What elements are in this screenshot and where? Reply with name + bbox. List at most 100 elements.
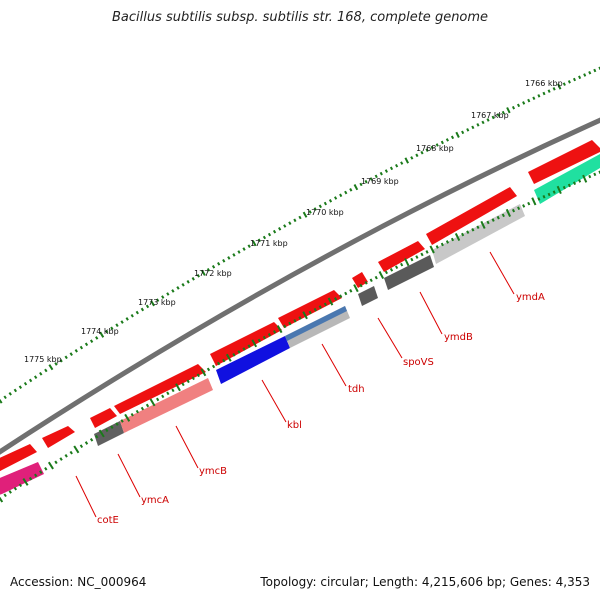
outer-ruler-ticks <box>0 66 600 404</box>
ruler-tick <box>140 406 145 411</box>
gene-label-tdh[interactable]: tdh <box>348 384 365 395</box>
gene-feature-cotE[interactable] <box>0 462 44 496</box>
ruler-tick <box>125 317 129 321</box>
forward-cds[interactable] <box>378 241 425 272</box>
ruler-tick <box>349 188 353 192</box>
gene-feature-ymdB[interactable] <box>384 255 434 290</box>
ruler-tick <box>39 371 43 376</box>
ruler-tick <box>98 429 105 438</box>
gene-label-ymdA[interactable]: ymdA <box>516 292 545 303</box>
gene-feature-spoVS[interactable] <box>358 286 378 306</box>
ruler-tick <box>156 397 160 402</box>
ruler-tick <box>64 454 68 458</box>
forward-cds[interactable] <box>278 290 342 328</box>
ruler-tick <box>247 244 251 248</box>
ruler-tick <box>222 358 226 363</box>
gene-label-spoVS[interactable]: spoVS <box>403 357 434 368</box>
ruler-tick <box>481 120 485 125</box>
ruler-tick <box>186 379 190 384</box>
ruler-tick <box>69 352 73 356</box>
ruler-tick <box>273 330 277 334</box>
ruler-tick <box>527 98 531 103</box>
ruler-tick <box>44 368 48 373</box>
ruler-tick <box>578 179 582 183</box>
forward-cds[interactable] <box>528 140 600 184</box>
ruler-tick <box>145 403 150 408</box>
ruler-tick <box>313 207 317 211</box>
gene-feature-steel[interactable] <box>285 306 347 341</box>
ruler-tick <box>22 478 29 486</box>
ruler-tick <box>308 310 312 315</box>
ruler-tick <box>161 295 165 299</box>
ruler-tick <box>531 197 537 206</box>
ruler-tick <box>171 388 175 393</box>
ruler-tick <box>298 215 302 220</box>
ruler-tick <box>435 245 439 249</box>
ruler-label: 1772 kbp <box>194 269 232 278</box>
ruler-tick <box>582 174 588 183</box>
page-title: Bacillus subtilis subsp. subtilis str. 1… <box>111 10 489 25</box>
forward-cds[interactable] <box>426 187 517 245</box>
ruler-label: 1774 kbp <box>81 327 119 336</box>
gene-label-kbl[interactable]: kbl <box>287 420 302 431</box>
ruler-tick <box>115 323 119 328</box>
ruler-tick <box>176 286 180 290</box>
ruler-tick <box>313 307 317 312</box>
ruler-label: 1767 kbp <box>471 111 509 120</box>
label-line-ymcB <box>175 425 199 469</box>
ruler-tick <box>415 153 419 158</box>
ruler-tick <box>23 381 28 386</box>
ruler-tick <box>471 125 475 130</box>
forward-cds[interactable] <box>352 272 368 288</box>
gene-feature-ymcA[interactable] <box>94 421 124 446</box>
gene-label-ymdB[interactable]: ymdB <box>444 332 473 343</box>
gene-feature-ymcB[interactable] <box>120 378 213 433</box>
ruler-tick <box>583 73 587 77</box>
ruler-tick <box>323 302 327 307</box>
ruler-tick <box>415 255 419 259</box>
ruler-tick <box>522 204 526 208</box>
ruler-tick <box>461 130 465 135</box>
forward-cds[interactable] <box>0 444 37 474</box>
ruler-tick <box>567 183 571 188</box>
ruler-tick <box>302 311 308 320</box>
gene-feature-ymdA[interactable] <box>432 204 525 264</box>
ruler-tick <box>323 201 327 206</box>
ruler-tick <box>537 197 541 201</box>
forward-cds[interactable] <box>42 426 75 448</box>
ruler-tick <box>217 361 221 366</box>
ruler-tick <box>48 364 54 371</box>
ruler-tick <box>110 425 114 430</box>
ruler-tick <box>130 412 134 417</box>
ruler-tick <box>471 227 475 232</box>
ruler-tick <box>267 232 272 237</box>
ruler-tick <box>89 438 94 442</box>
inner-ruler-ticks <box>0 170 600 503</box>
ruler-tick <box>79 444 84 449</box>
ruler-tick <box>262 235 267 240</box>
ruler-tick <box>369 278 373 283</box>
ruler-tick <box>450 237 455 242</box>
ruler-tick <box>171 289 175 293</box>
ruler-tick <box>339 193 343 198</box>
ruler-tick <box>84 441 89 445</box>
ruler-tick <box>425 148 429 152</box>
gene-label-ymcA[interactable]: ymcA <box>141 495 169 506</box>
gene-feature-teal[interactable] <box>534 154 600 204</box>
ruler-tick <box>501 110 505 115</box>
gene-label-ymcB[interactable]: ymcB <box>199 466 227 477</box>
ruler-tick <box>384 270 388 275</box>
ruler-tick <box>349 289 353 293</box>
gene-label-cotE[interactable]: cotE <box>97 515 119 526</box>
ruler-tick <box>130 313 134 318</box>
ruler-tick <box>466 230 470 234</box>
ruler-tick <box>593 68 597 73</box>
forward-cds[interactable] <box>114 364 206 414</box>
ruler-tick <box>588 70 592 75</box>
forward-cds[interactable] <box>90 408 117 428</box>
ruler-tick <box>557 83 562 90</box>
gene-feature-kbl[interactable] <box>216 336 290 384</box>
ruler-tick <box>64 355 68 360</box>
ruler-tick <box>395 265 399 270</box>
ruler-tick <box>181 382 185 387</box>
